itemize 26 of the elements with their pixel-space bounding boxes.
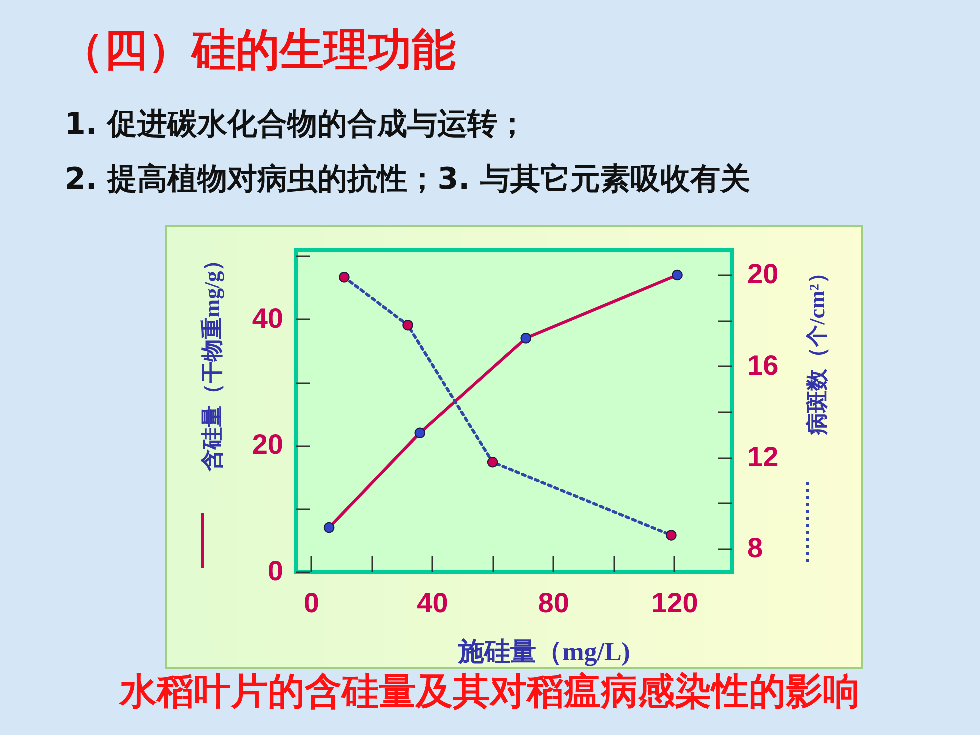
- text: 水稻叶片的含硅量及其对稻瘟病感染性的影响: [119, 670, 860, 713]
- y-tick-label: 20: [252, 429, 284, 460]
- point: [414, 428, 426, 438]
- x-axis-title: 施硅量（mg/L): [458, 638, 630, 666]
- x-tick-label: 80: [538, 588, 570, 618]
- y-tick-label: 40: [252, 302, 284, 334]
- x-tick-label: 0: [304, 588, 320, 618]
- y2-tick-label: 12: [748, 441, 779, 472]
- y-tick-label: 0: [268, 556, 284, 586]
- point: [666, 530, 677, 541]
- y2-axis-title: 病斑数（个/cm²）: [804, 262, 830, 436]
- y2-tick-label: 16: [748, 350, 779, 381]
- point: [324, 522, 335, 534]
- y2-tick-label: 20: [748, 258, 779, 290]
- point: [672, 270, 683, 281]
- y2-tick-label: 8: [748, 532, 764, 564]
- y-axis-title: 含硅量（干物重mg/g）: [200, 249, 224, 473]
- x-tick-label: 120: [652, 588, 698, 618]
- chart-title: （四）硅的生理功能: [60, 25, 456, 76]
- point: [487, 457, 498, 468]
- text: 2. 提高植物对病虫的抗性；3. 与其它元素吸收有关: [65, 162, 750, 197]
- x-tick-label: 40: [417, 588, 448, 618]
- point: [339, 272, 350, 283]
- text: 1. 促进碳水化合物的合成与运转；: [65, 107, 528, 142]
- point: [520, 333, 532, 344]
- point: [402, 320, 414, 331]
